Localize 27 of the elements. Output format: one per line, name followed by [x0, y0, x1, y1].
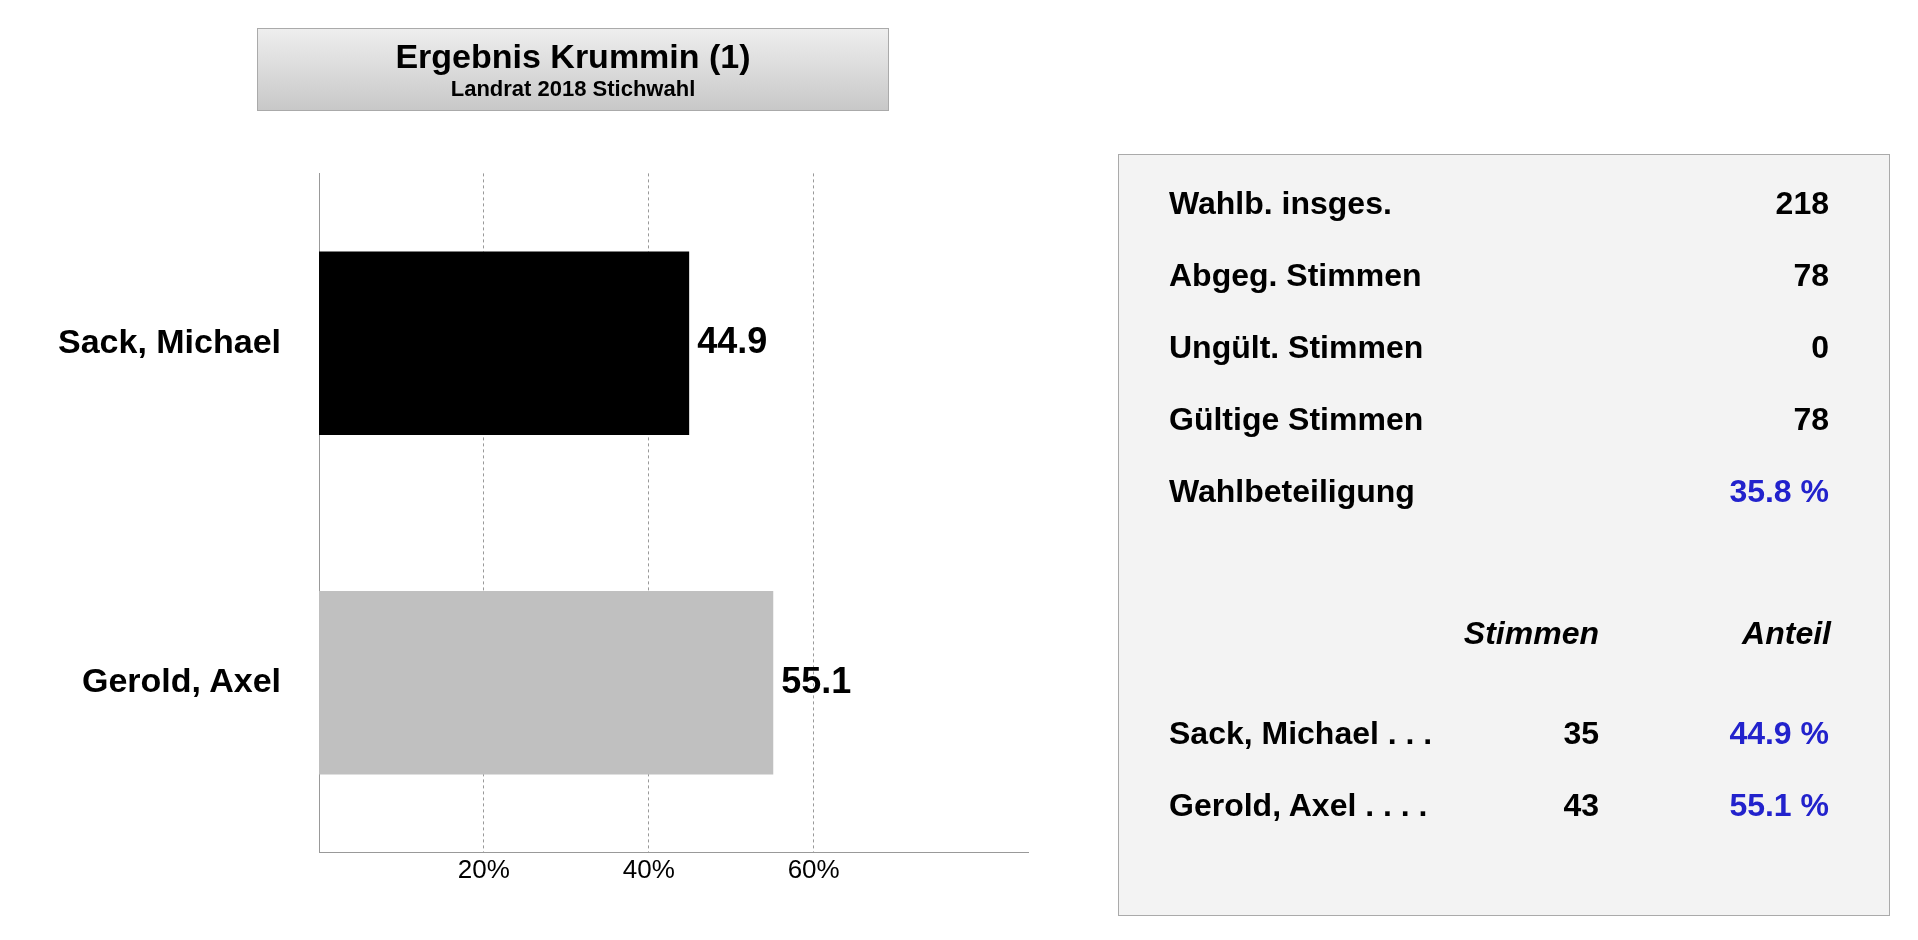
- text: Wahlb. insges.: [1169, 185, 1392, 222]
- y-tick-label: Sack, Michael: [57, 321, 282, 360]
- text: 35: [1563, 715, 1599, 752]
- text: 35.8 %: [1729, 473, 1829, 510]
- text: Wahlbeteiligung: [1169, 473, 1415, 510]
- text: Gültige Stimmen: [1169, 401, 1424, 438]
- text: Gerold, Axel . . . .: [1169, 787, 1428, 824]
- x-tick-label: 20%: [457, 854, 510, 885]
- text: 78: [1793, 257, 1829, 294]
- text: Abgeg. Stimmen: [1169, 257, 1422, 294]
- text: Stimmen: [1463, 615, 1599, 652]
- text: Ungült. Stimmen: [1169, 329, 1424, 366]
- chart-title: Ergebnis Krummin (1): [394, 37, 752, 76]
- text: 0: [1811, 329, 1829, 366]
- text: Sack, Michael . . .: [1169, 715, 1433, 752]
- x-tick-label: 40%: [622, 854, 675, 885]
- text: 55.1 %: [1729, 787, 1829, 824]
- chart-subtitle: Landrat 2018 Stichwahl: [449, 76, 697, 102]
- text: 78: [1793, 401, 1829, 438]
- x-tick-label: 60%: [787, 854, 840, 885]
- text: 44.9 %: [1729, 715, 1829, 752]
- text: 43: [1563, 787, 1599, 824]
- y-tick-label: Gerold, Axel: [81, 661, 282, 700]
- text: Anteil: [1742, 615, 1831, 652]
- text: 218: [1775, 185, 1829, 222]
- data-label: 44.9: [697, 320, 768, 362]
- data-label: 55.1: [781, 659, 852, 701]
